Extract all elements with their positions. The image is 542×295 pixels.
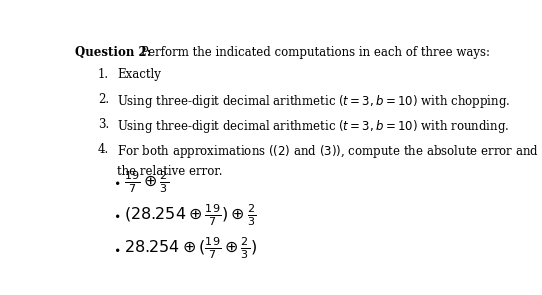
Text: For both approximations $((2)$ and $(3))$, compute the absolute error and: For both approximations $((2)$ and $(3))… xyxy=(117,143,539,160)
Text: $(28.254 \oplus \frac{19}{7}) \oplus \frac{2}{3}$: $(28.254 \oplus \frac{19}{7}) \oplus \fr… xyxy=(125,202,257,228)
Text: Question 2:: Question 2: xyxy=(75,46,151,59)
Text: $\bullet$: $\bullet$ xyxy=(113,176,120,189)
Text: $\frac{19}{7} \oplus \frac{2}{3}$: $\frac{19}{7} \oplus \frac{2}{3}$ xyxy=(125,169,170,195)
Text: the relative error.: the relative error. xyxy=(117,165,223,178)
Text: $\bullet$: $\bullet$ xyxy=(113,242,120,255)
Text: 3.: 3. xyxy=(98,118,109,131)
Text: 4.: 4. xyxy=(98,143,109,156)
Text: 2.: 2. xyxy=(98,93,109,106)
Text: Exactly: Exactly xyxy=(117,68,161,81)
Text: Using three-digit decimal arithmetic $(t = 3, b = 10)$ with rounding.: Using three-digit decimal arithmetic $(t… xyxy=(117,118,509,135)
Text: $28.254 \oplus (\frac{19}{7} \oplus \frac{2}{3})$: $28.254 \oplus (\frac{19}{7} \oplus \fra… xyxy=(125,236,257,261)
Text: 1.: 1. xyxy=(98,68,109,81)
Text: $\bullet$: $\bullet$ xyxy=(113,208,120,221)
Text: Perform the indicated computations in each of three ways:: Perform the indicated computations in ea… xyxy=(138,46,491,59)
Text: Using three-digit decimal arithmetic $(t = 3, b = 10)$ with chopping.: Using three-digit decimal arithmetic $(t… xyxy=(117,93,511,110)
